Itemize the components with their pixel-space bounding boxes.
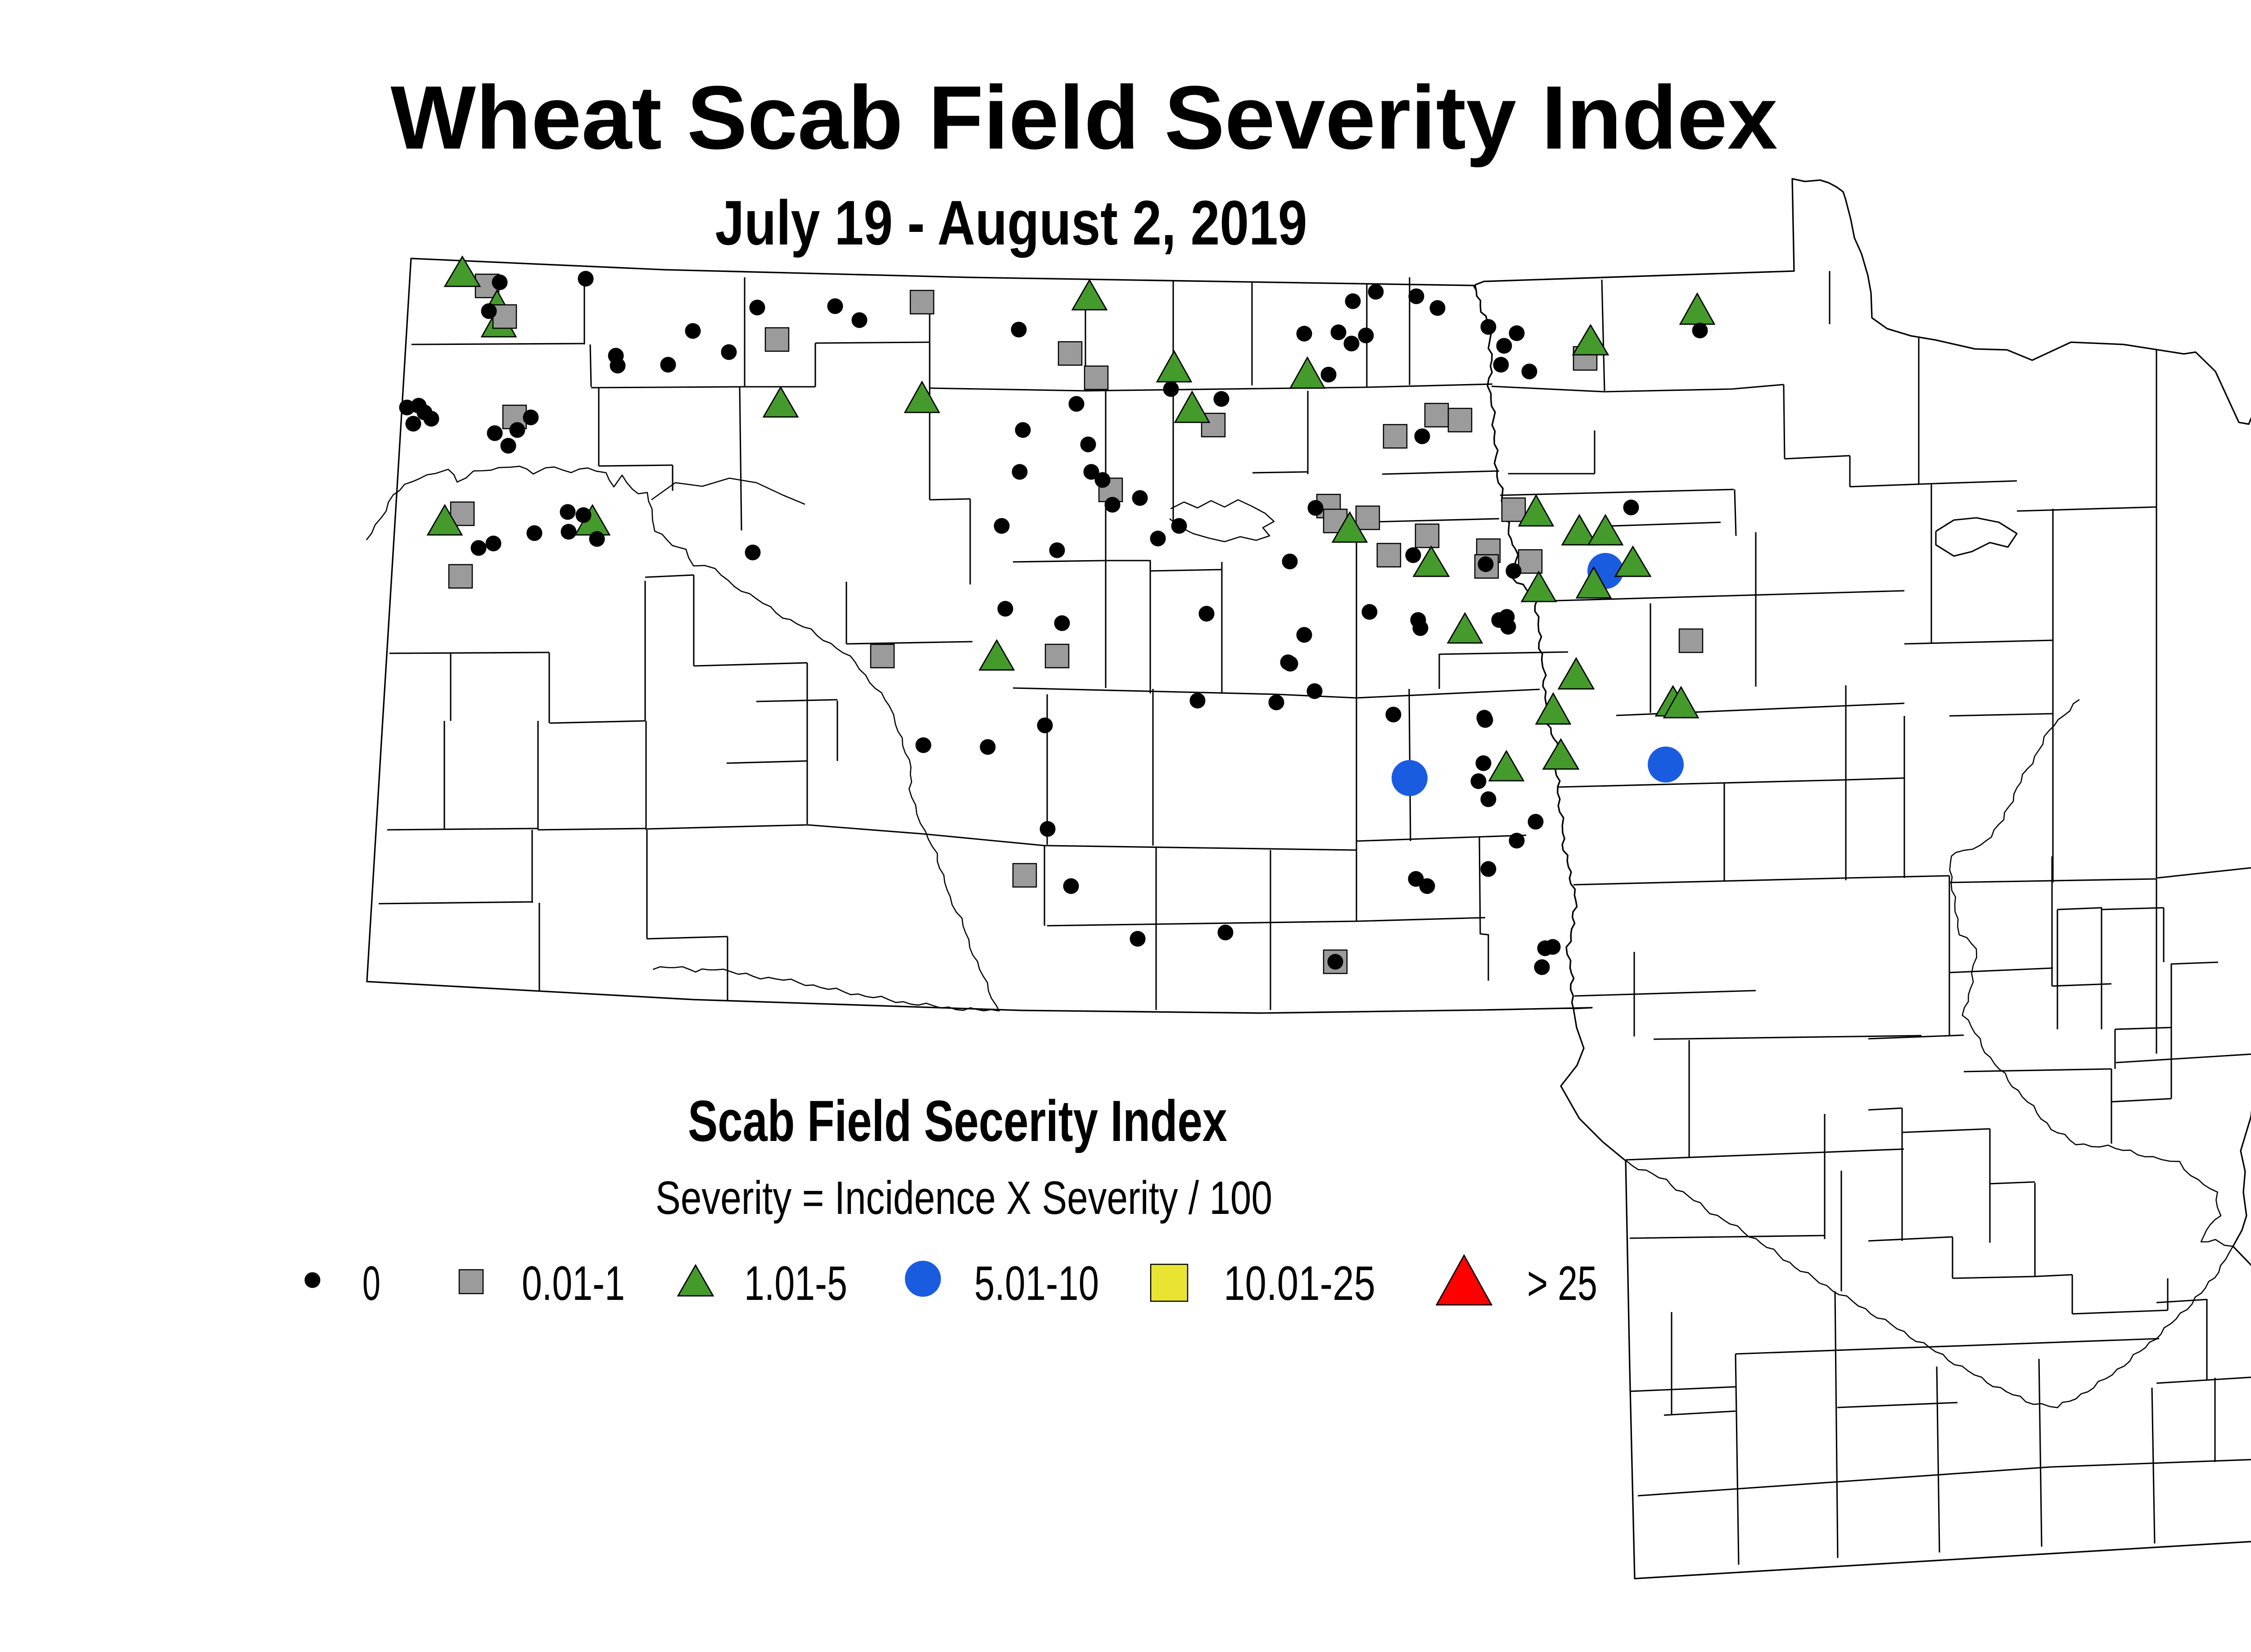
svg-text:Severity = Incidence X Severit: Severity = Incidence X Severity / 100 bbox=[655, 1172, 1272, 1224]
svg-text:10.01-25: 10.01-25 bbox=[1224, 1256, 1375, 1310]
svg-text:July 19 - August 2, 2019: July 19 - August 2, 2019 bbox=[715, 187, 1307, 258]
svg-text:Scab Field Secerity Index: Scab Field Secerity Index bbox=[688, 1089, 1227, 1154]
svg-text:> 25: > 25 bbox=[1527, 1256, 1597, 1310]
svg-text:5.01-10: 5.01-10 bbox=[974, 1256, 1099, 1310]
svg-text:0.01-1: 0.01-1 bbox=[522, 1256, 625, 1310]
svg-text:Wheat Scab Field Severity Inde: Wheat Scab Field Severity Index bbox=[391, 68, 1778, 168]
svg-text:1.01-5: 1.01-5 bbox=[744, 1256, 847, 1310]
svg-text:0: 0 bbox=[362, 1256, 380, 1310]
